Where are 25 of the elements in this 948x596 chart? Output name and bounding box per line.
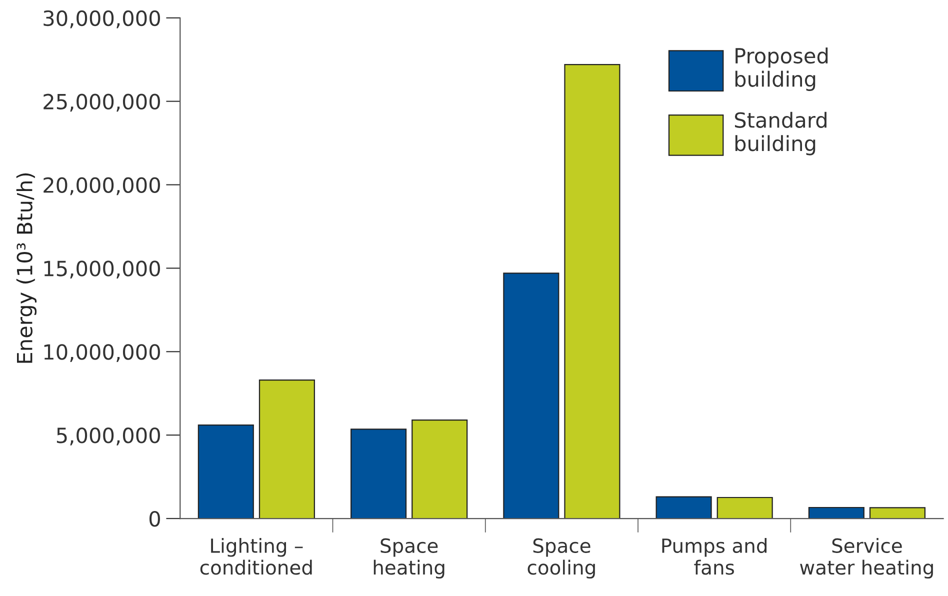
y-tick-label: 25,000,000 xyxy=(44,94,160,112)
x-tick-label: Service water heating xyxy=(800,538,933,579)
bar xyxy=(412,420,468,519)
y-tick-label: 5,000,000 xyxy=(56,428,160,446)
bar xyxy=(564,64,620,519)
y-tick-label: 20,000,000 xyxy=(44,177,160,196)
legend-label: Standard building xyxy=(734,112,826,156)
y-tick-label: 0 xyxy=(149,510,160,527)
x-tick-label: Lighting – conditioned xyxy=(200,538,312,575)
bar xyxy=(808,506,864,519)
y-tick-label: 30,000,000 xyxy=(44,10,160,28)
y-axis-title: Energy (10³ Btu/h) xyxy=(16,173,37,363)
legend-label: Proposed building xyxy=(735,47,828,91)
x-tick-label: Space heating xyxy=(374,538,444,579)
y-tick-label: 15,000,000 xyxy=(44,260,160,279)
bar xyxy=(716,496,773,519)
bar xyxy=(503,272,560,519)
bar xyxy=(350,428,407,519)
bar xyxy=(869,507,926,519)
bar xyxy=(258,379,315,519)
x-tick-label: Space cooling xyxy=(528,538,595,579)
x-tick-label: Pumps and fans xyxy=(662,538,766,575)
bar xyxy=(198,424,254,519)
bar xyxy=(656,496,712,519)
y-tick-label: 10,000,000 xyxy=(44,344,160,362)
